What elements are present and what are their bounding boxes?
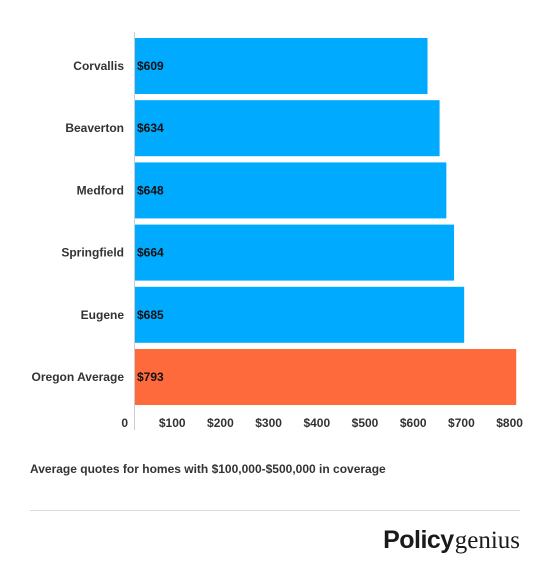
x-tick-label-700: $700: [448, 416, 475, 430]
data-label-beaverton: $634: [137, 121, 164, 135]
bar-oregon-average: [134, 349, 517, 405]
data-label-medford: $648: [137, 183, 164, 197]
bar-medford: [134, 162, 447, 219]
category-label-springfield: Springfield: [61, 246, 124, 260]
x-tick-label-800: $800: [496, 416, 523, 430]
bar-corvallis: [134, 38, 428, 94]
category-label-oregon-average: Oregon Average: [32, 370, 125, 384]
x-tick-labels: 0 $100 $200 $300 $400 $500 $600 $700 $800: [121, 416, 523, 430]
x-tick-label-600: $600: [400, 416, 427, 430]
x-tick-label-300: $300: [255, 416, 282, 430]
data-label-eugene: $685: [137, 308, 164, 322]
data-label-corvallis: $609: [137, 59, 164, 73]
category-labels: Corvallis Beaverton Medford Springfield Euge…: [32, 59, 125, 384]
divider: [30, 510, 520, 511]
category-label-eugene: Eugene: [81, 308, 125, 322]
data-labels: $609 $634 $648 $664 $685 $793: [137, 59, 164, 384]
category-label-beaverton: Beaverton: [65, 121, 124, 135]
category-label-corvallis: Corvallis: [73, 59, 124, 73]
logo-part-genius: genius: [454, 527, 520, 554]
x-tick-label-400: $400: [303, 416, 330, 430]
x-tick-label-200: $200: [207, 416, 234, 430]
data-label-oregon-average: $793: [137, 370, 164, 384]
bars-group: [134, 38, 517, 405]
x-tick-label-100: $100: [159, 416, 186, 430]
bar-beaverton: [134, 100, 440, 157]
x-tick-label-0: 0: [121, 416, 128, 430]
logo-part-policy: Policy: [383, 526, 454, 554]
chart-caption: Average quotes for homes with $100,000-$…: [30, 462, 386, 476]
category-label-medford: Medford: [77, 183, 124, 197]
policygenius-logo: Policy genius: [383, 526, 520, 555]
bar-eugene: [134, 286, 465, 343]
data-label-springfield: $664: [137, 246, 164, 260]
bar-chart: Corvallis Beaverton Medford Springfield Euge…: [32, 32, 523, 430]
x-tick-label-500: $500: [352, 416, 379, 430]
bar-springfield: [134, 224, 455, 281]
